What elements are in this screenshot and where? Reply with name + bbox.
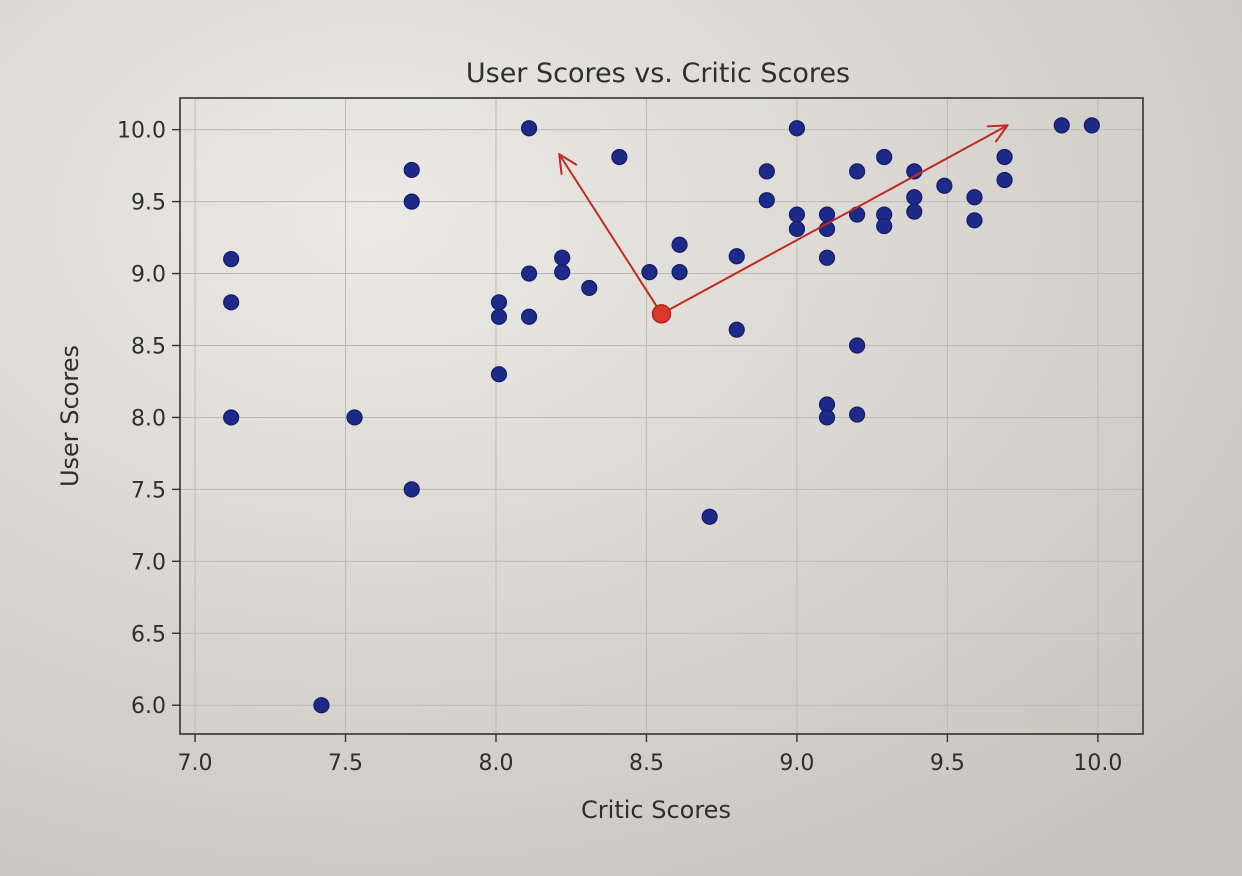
x-tick-label: 8.5 (629, 751, 664, 776)
data-point (490, 294, 508, 311)
y-tick-label: 9.5 (131, 191, 166, 216)
plot-frame (179, 97, 1144, 735)
highlighted-point (651, 304, 672, 324)
grid-lines (180, 98, 1143, 734)
y-axis-label: User Scores (56, 345, 84, 487)
data-point (223, 251, 240, 268)
data-point (671, 236, 688, 253)
data-point (966, 189, 983, 206)
x-axis-label: Critic Scores (581, 796, 731, 824)
data-point (936, 177, 953, 194)
data-point (313, 697, 330, 714)
data-point (641, 264, 658, 281)
data-point (520, 265, 538, 282)
data-point (490, 308, 508, 325)
data-point (1053, 117, 1070, 134)
arrow-shaft (558, 153, 663, 315)
y-tick-label: 9.0 (131, 263, 166, 288)
data-point (554, 249, 571, 266)
data-points (223, 117, 1100, 714)
data-point (876, 148, 893, 166)
data-point (671, 264, 688, 281)
data-point (403, 193, 420, 210)
data-point (849, 406, 866, 423)
x-tick-label: 8.0 (478, 751, 513, 776)
data-point (403, 161, 420, 179)
data-point (490, 366, 508, 383)
y-tick-label: 6.0 (131, 694, 166, 719)
x-tick-label: 7.5 (328, 751, 363, 776)
y-tick-label: 8.5 (131, 334, 166, 359)
data-point (788, 120, 806, 137)
x-tick-label: 10.0 (1073, 751, 1122, 776)
data-point (876, 217, 893, 235)
data-point (966, 212, 983, 229)
data-point (1083, 117, 1100, 134)
data-point (403, 481, 420, 498)
y-tick-label: 7.5 (131, 478, 166, 503)
x-tick-label: 9.5 (930, 751, 965, 776)
data-point (906, 189, 923, 206)
arrow-head (986, 124, 1009, 143)
data-point (996, 148, 1013, 166)
y-tick-label: 10.0 (117, 119, 166, 144)
x-tick-label: 7.0 (178, 751, 213, 776)
data-point (758, 192, 775, 209)
annotation-arrow (558, 153, 663, 315)
data-point (758, 163, 775, 180)
data-point (581, 279, 598, 297)
arrow-shaft (660, 124, 1009, 315)
data-point (520, 308, 538, 325)
data-point (728, 321, 745, 338)
annotation-arrow (660, 124, 1009, 315)
arrow-head (558, 153, 578, 175)
chart-title: User Scores vs. Critic Scores (466, 58, 850, 89)
data-point (554, 264, 571, 281)
data-point (996, 171, 1013, 189)
data-point (818, 409, 836, 426)
data-point (223, 294, 240, 311)
data-point (728, 248, 745, 265)
data-point (520, 120, 538, 137)
data-point (788, 206, 806, 223)
data-point (788, 220, 806, 238)
y-tick-label: 8.0 (131, 406, 166, 431)
data-point (611, 148, 628, 166)
x-tick-label: 9.0 (779, 751, 814, 776)
data-point (849, 337, 866, 354)
x-axis: 7.0 7.5 8.0 8.5 9.0 9.5 10.0 (178, 734, 1122, 776)
y-axis: 6.0 6.5 7.0 7.5 8.0 8.5 9.0 9.5 10.0 (117, 119, 180, 719)
data-point (701, 508, 718, 525)
data-point (849, 163, 866, 180)
data-point (223, 409, 240, 426)
data-point (346, 409, 363, 426)
data-point (818, 249, 836, 266)
data-point (906, 203, 923, 220)
annotations (558, 124, 1009, 324)
y-tick-label: 6.5 (131, 622, 166, 647)
y-tick-label: 7.0 (131, 550, 166, 575)
